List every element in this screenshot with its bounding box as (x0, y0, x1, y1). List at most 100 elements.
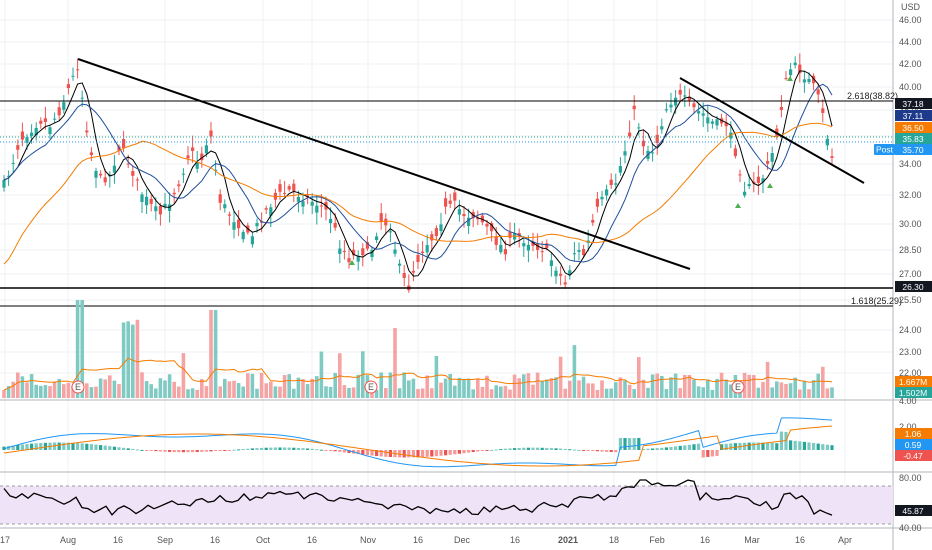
volume-bar (319, 351, 324, 398)
time-tick-label: 16 (795, 535, 805, 545)
volume-bar (554, 377, 558, 398)
macd-hist-bar (766, 442, 770, 450)
macd-hist-bar (416, 450, 420, 458)
candle-body (333, 222, 337, 228)
candle-body (71, 75, 75, 77)
candle-body (250, 236, 254, 245)
volume-bar (480, 386, 485, 398)
volume-bar (315, 376, 319, 398)
macd-hist-bar (425, 450, 429, 457)
macd-hist-bar (793, 440, 797, 450)
volume-bar (595, 389, 600, 398)
volume-bar (540, 380, 544, 398)
candle-body (117, 146, 121, 151)
volume-bar (296, 377, 301, 398)
candle-body (485, 223, 489, 227)
macd-hist-bar (494, 449, 498, 451)
volume-bar (660, 375, 664, 398)
candle-body (85, 130, 89, 133)
volume-bar (384, 388, 388, 398)
macd-hist-bar (315, 449, 319, 451)
volume-bar (614, 382, 618, 398)
time-tick-label: 16 (510, 535, 520, 545)
macd-hist-bar (655, 448, 659, 450)
volume-bar (742, 372, 747, 398)
price-tag-label: 37.18 (902, 99, 924, 109)
macd-hist-bar (761, 442, 765, 450)
volume-bar (508, 389, 512, 398)
volume-bar (356, 374, 360, 398)
volume-bar (282, 374, 287, 398)
candle-body (154, 206, 158, 212)
macd-hist-bar (204, 450, 208, 452)
rsi-tick-label: 80.00 (899, 473, 922, 483)
macd-hist-bar (545, 447, 549, 450)
volume-bar (25, 382, 29, 398)
volume-bar (545, 379, 549, 398)
candle-body (770, 153, 774, 162)
macd-hist-bar (508, 448, 512, 450)
macd-hist-bar (99, 445, 103, 450)
candle-body (784, 78, 788, 80)
macd-hist-bar (181, 450, 185, 453)
macd-hist-bar (605, 450, 609, 452)
candle-body (609, 179, 613, 186)
volume-bar (604, 388, 609, 398)
time-tick-label: 18 (609, 535, 619, 545)
volume-bar (462, 379, 466, 398)
volume-bar (425, 375, 429, 398)
volume-bar (798, 389, 802, 398)
candle-body (7, 175, 11, 177)
volume-bar (572, 345, 577, 398)
macd-hist-bar (200, 450, 204, 452)
candle-body (218, 194, 222, 203)
candle-body (370, 249, 374, 258)
volume-bar (430, 388, 434, 398)
macd-hist-bar (237, 449, 241, 451)
volume-bar (273, 386, 278, 398)
trendline-1 (77, 58, 691, 270)
macd-hist-bar (218, 450, 222, 451)
volume-bar (246, 373, 250, 398)
candle-body (738, 174, 742, 176)
macd-hist-bar (112, 446, 116, 450)
volume-bar (259, 372, 264, 398)
macd-hist-bar (361, 450, 365, 455)
candle-body (209, 130, 213, 137)
volume-bar (531, 384, 535, 398)
candle-body (398, 263, 402, 266)
earnings-marker (731, 380, 745, 394)
volume-bar (140, 372, 144, 398)
volume-bar (683, 374, 687, 398)
volume-bar (830, 387, 834, 398)
candle-body (600, 196, 604, 200)
candle-body (508, 231, 512, 238)
volume-bar (627, 384, 632, 398)
candle-body (158, 205, 162, 215)
candle-body (241, 232, 245, 240)
macd-hist-bar (554, 448, 558, 450)
macd-hist-bar (568, 449, 572, 451)
volume-bar (512, 374, 517, 398)
price-tick-label: 22.00 (899, 368, 922, 378)
earnings-label: E (735, 382, 741, 392)
macd-hist-bar (591, 450, 595, 451)
macd-hist-bar (80, 443, 84, 450)
candle-body (724, 122, 728, 127)
volume-bar (292, 388, 296, 398)
macd-tag (895, 428, 932, 439)
macd-hist-bar (641, 448, 645, 450)
macd-hist-bar (384, 450, 388, 457)
candle-body (715, 119, 719, 126)
volume-bar (637, 357, 641, 398)
volume-bar (94, 386, 98, 398)
volume-bar (80, 300, 84, 398)
macd-hist-bar (241, 449, 245, 451)
candle-body (637, 127, 641, 129)
macd-hist-bar (540, 447, 544, 450)
candle-body (628, 132, 632, 137)
macd-hist-bar (20, 444, 24, 450)
macd-hist-bar (715, 450, 719, 456)
candle-body (766, 160, 770, 164)
